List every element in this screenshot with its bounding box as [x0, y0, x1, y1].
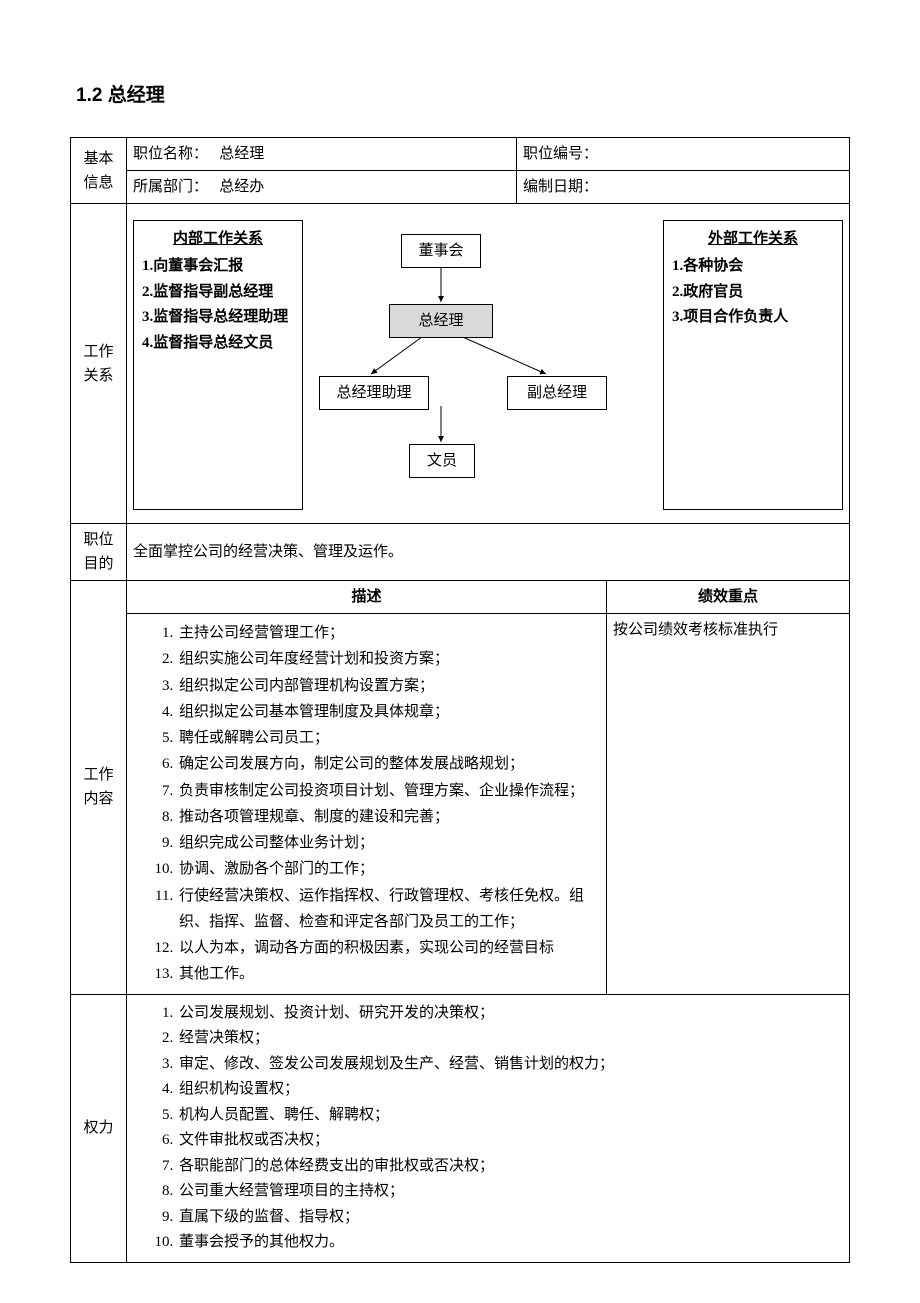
power-item: 组织机构设置权； — [177, 1077, 843, 1103]
external-item: 1.各种协会 — [672, 254, 834, 280]
external-relations-title: 外部工作关系 — [672, 227, 834, 253]
content-item: 推动各项管理规章、制度的建设和完善； — [177, 804, 600, 830]
power-item: 文件审批权或否决权； — [177, 1128, 843, 1154]
content-list: 主持公司经营管理工作； 组织实施公司年度经营计划和投资方案； 组织拟定公司内部管… — [133, 620, 600, 988]
internal-item: 3.监督指导总经理助理 — [142, 305, 294, 331]
internal-item: 4.监督指导总经文员 — [142, 331, 294, 357]
basic-name-cell: 职位名称： 总经理 — [127, 138, 517, 171]
external-item: 3.项目合作负责人 — [672, 305, 834, 331]
content-item: 聘任或解聘公司员工； — [177, 725, 600, 751]
content-kpi-header: 绩效重点 — [607, 581, 850, 614]
flow-node-deputy: 副总经理 — [507, 376, 607, 410]
power-item: 审定、修改、签发公司发展规划及生产、经营、销售计划的权力； — [177, 1052, 843, 1078]
relation-cell: 内部工作关系 1.向董事会汇报 2.监督指导副总经理 3.监督指导总经理助理 4… — [127, 204, 850, 524]
basic-code-cell: 职位编号： — [517, 138, 850, 171]
power-item: 公司重大经营管理项目的主持权； — [177, 1179, 843, 1205]
rowhead-relation: 工作关系 — [71, 204, 127, 524]
power-list: 公司发展规划、投资计划、研究开发的决策权； 经营决策权； 审定、修改、签发公司发… — [133, 1001, 843, 1256]
content-desc-cell: 主持公司经营管理工作； 组织实施公司年度经营计划和投资方案； 组织拟定公司内部管… — [127, 614, 607, 995]
internal-item: 1.向董事会汇报 — [142, 254, 294, 280]
job-description-table: 基本信息 职位名称： 总经理 职位编号： 所属部门： 总经办 编制日期： 工作关… — [70, 137, 850, 1263]
basic-dept-cell: 所属部门： 总经办 — [127, 171, 517, 204]
internal-relations-title: 内部工作关系 — [142, 227, 294, 253]
flow-node-clerk: 文员 — [409, 444, 475, 478]
content-item: 其他工作。 — [177, 961, 600, 987]
purpose-cell: 全面掌控公司的经营决策、管理及运作。 — [127, 524, 850, 581]
content-kpi-cell: 按公司绩效考核标准执行 — [607, 614, 850, 995]
power-item: 直属下级的监督、指导权； — [177, 1205, 843, 1231]
rowhead-power: 权力 — [71, 994, 127, 1262]
external-relations-list: 1.各种协会 2.政府官员 3.项目合作负责人 — [672, 254, 834, 331]
position-name-label: 职位名称： — [133, 142, 208, 166]
relation-diagram: 内部工作关系 1.向董事会汇报 2.监督指导副总经理 3.监督指导总经理助理 4… — [133, 214, 843, 514]
page-title: 1.2 总经理 — [76, 80, 850, 107]
content-item: 负责审核制定公司投资项目计划、管理方案、企业操作流程； — [177, 778, 600, 804]
internal-item: 2.监督指导副总经理 — [142, 280, 294, 306]
external-item: 2.政府官员 — [672, 280, 834, 306]
position-name-value: 总经理 — [219, 146, 264, 162]
rowhead-content: 工作内容 — [71, 581, 127, 995]
date-label: 编制日期： — [523, 175, 598, 199]
rowhead-purpose: 职位目的 — [71, 524, 127, 581]
org-flowchart: 董事会 总经理 总经理助理 副总经理 文员 — [311, 214, 641, 514]
power-item: 机构人员配置、聘任、解聘权； — [177, 1103, 843, 1129]
power-item: 董事会授予的其他权力。 — [177, 1230, 843, 1256]
flow-node-board: 董事会 — [401, 234, 481, 268]
external-relations-box: 外部工作关系 1.各种协会 2.政府官员 3.项目合作负责人 — [663, 220, 843, 510]
internal-relations-list: 1.向董事会汇报 2.监督指导副总经理 3.监督指导总经理助理 4.监督指导总经… — [142, 254, 294, 356]
content-item: 主持公司经营管理工作； — [177, 620, 600, 646]
rowhead-basic: 基本信息 — [71, 138, 127, 204]
power-item: 经营决策权； — [177, 1026, 843, 1052]
content-item: 以人为本，调动各方面的积极因素，实现公司的经营目标 — [177, 935, 600, 961]
internal-relations-box: 内部工作关系 1.向董事会汇报 2.监督指导副总经理 3.监督指导总经理助理 4… — [133, 220, 303, 510]
content-item: 协调、激励各个部门的工作； — [177, 856, 600, 882]
power-item: 公司发展规划、投资计划、研究开发的决策权； — [177, 1001, 843, 1027]
content-item: 组织拟定公司内部管理机构设置方案； — [177, 673, 600, 699]
content-item: 组织完成公司整体业务计划； — [177, 830, 600, 856]
content-item: 行使经营决策权、运作指挥权、行政管理权、考核任免权。组织、指挥、监督、检查和评定… — [177, 883, 600, 936]
position-code-label: 职位编号： — [523, 142, 598, 166]
dept-label: 所属部门： — [133, 175, 208, 199]
content-item: 组织实施公司年度经营计划和投资方案； — [177, 646, 600, 672]
flow-node-gm: 总经理 — [389, 304, 493, 338]
content-item: 确定公司发展方向，制定公司的整体发展战略规划； — [177, 751, 600, 777]
content-desc-header: 描述 — [127, 581, 607, 614]
basic-date-cell: 编制日期： — [517, 171, 850, 204]
power-item: 各职能部门的总体经费支出的审批权或否决权； — [177, 1154, 843, 1180]
dept-value: 总经办 — [219, 179, 264, 195]
flow-node-assistant: 总经理助理 — [319, 376, 429, 410]
power-cell: 公司发展规划、投资计划、研究开发的决策权； 经营决策权； 审定、修改、签发公司发… — [127, 994, 850, 1262]
content-item: 组织拟定公司基本管理制度及具体规章； — [177, 699, 600, 725]
